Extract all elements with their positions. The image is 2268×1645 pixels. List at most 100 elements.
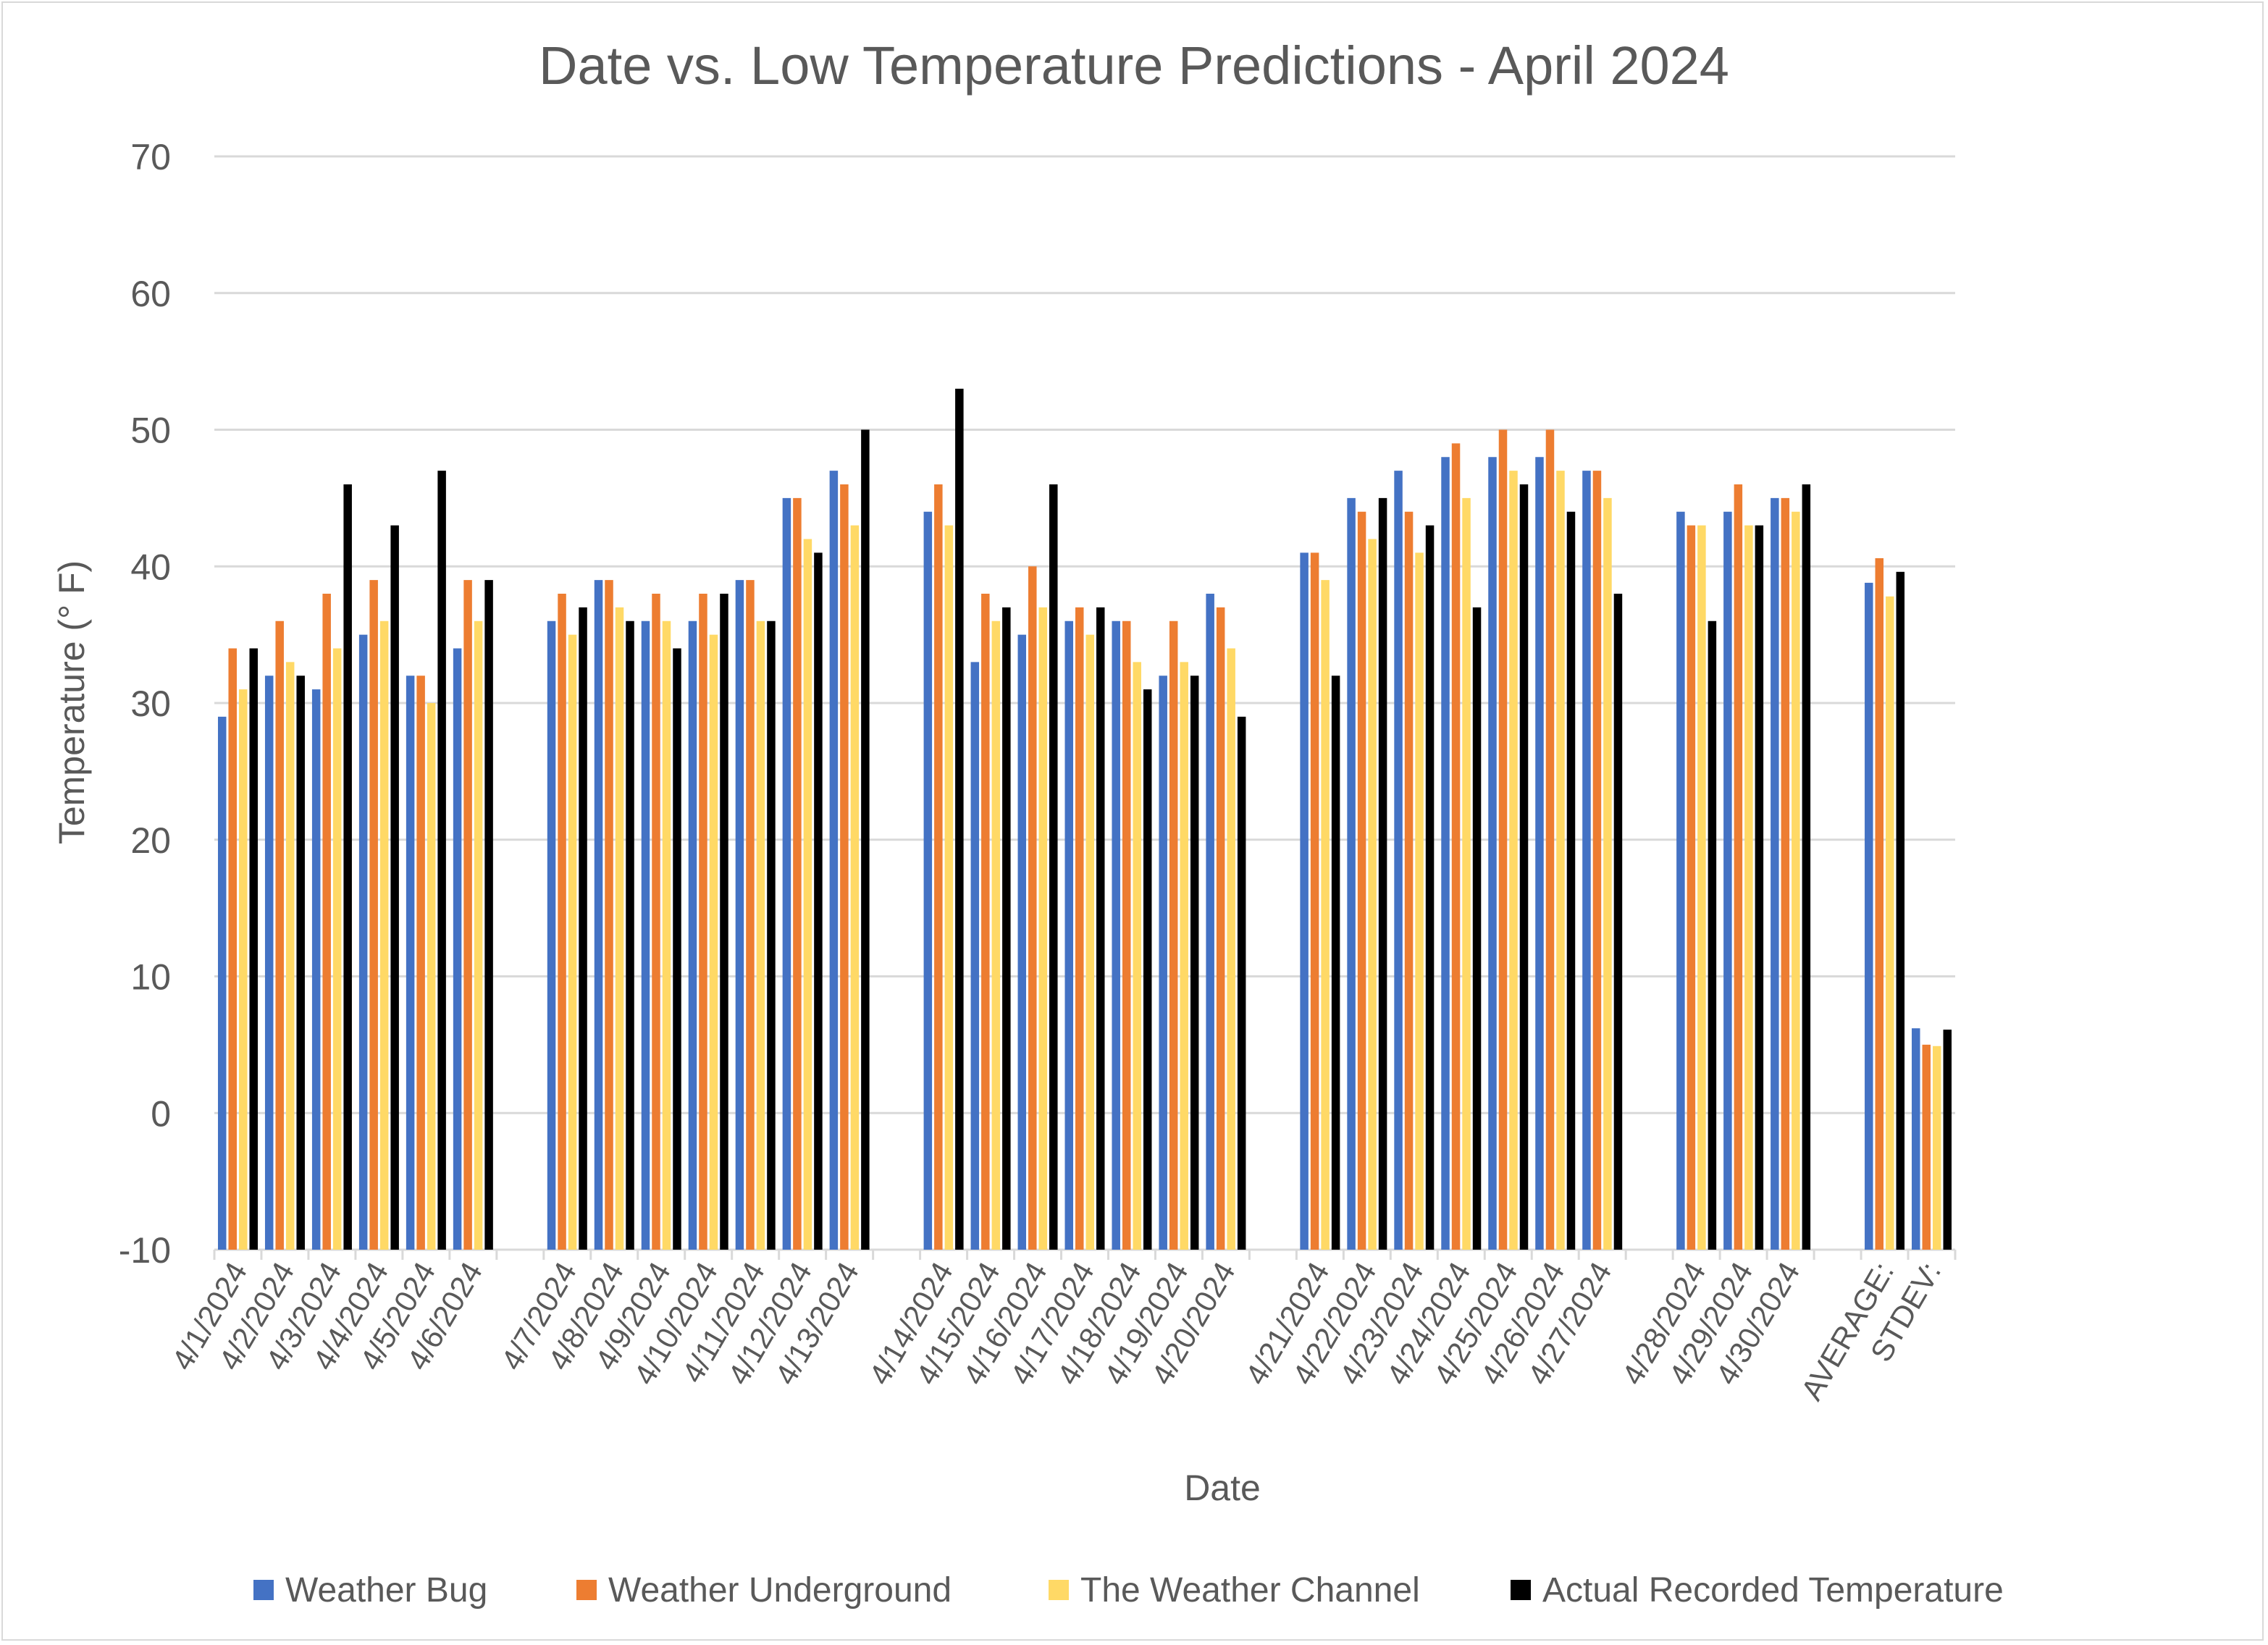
bar [1190, 676, 1199, 1250]
bar [652, 594, 660, 1250]
bar [1556, 471, 1565, 1250]
bar [1697, 525, 1706, 1250]
y-tick-label: 70 [130, 137, 171, 177]
bar [1075, 607, 1084, 1250]
bar [1441, 457, 1450, 1250]
bar [699, 594, 707, 1250]
bar [1912, 1028, 1920, 1250]
legend-label: Weather Bug [285, 1571, 487, 1610]
bar [1300, 552, 1309, 1250]
bar [1922, 1044, 1931, 1250]
bar [1028, 566, 1037, 1250]
bar [923, 511, 933, 1250]
bar [1802, 484, 1811, 1250]
bar [1237, 716, 1246, 1250]
legend-swatch [1511, 1580, 1531, 1600]
bar [626, 620, 634, 1250]
bar [829, 471, 839, 1250]
bar [369, 580, 378, 1250]
bar [1180, 662, 1188, 1250]
bar [944, 525, 954, 1250]
bar [1755, 525, 1764, 1250]
bar [1064, 620, 1073, 1250]
bar [1096, 607, 1105, 1250]
y-tick-label: 10 [130, 957, 171, 998]
legend-label: The Weather Channel [1080, 1571, 1420, 1610]
bar [662, 620, 671, 1250]
bar [1310, 552, 1319, 1250]
y-tick-label: 40 [130, 547, 171, 587]
bar [1488, 457, 1497, 1250]
bar [756, 620, 765, 1250]
bar [474, 620, 483, 1250]
bar [1394, 471, 1403, 1250]
bar [709, 634, 718, 1250]
bar [1002, 607, 1011, 1250]
bar [981, 594, 990, 1250]
bar [311, 689, 321, 1250]
y-tick-label: 20 [130, 820, 171, 861]
bar [1227, 648, 1235, 1250]
bar [861, 429, 870, 1250]
bar [970, 662, 980, 1250]
bar [1133, 662, 1141, 1250]
bar [1865, 582, 1873, 1250]
bar [1792, 511, 1800, 1250]
bar [1582, 471, 1591, 1250]
bar [1744, 525, 1753, 1250]
bar [1378, 497, 1387, 1250]
bar [1049, 484, 1058, 1250]
bar [358, 634, 368, 1250]
bar [285, 662, 295, 1250]
bar [1017, 634, 1027, 1250]
bar [615, 607, 624, 1250]
y-axis-label: Temperature (° F) [51, 560, 92, 844]
bar [1566, 511, 1576, 1250]
bar [1112, 620, 1120, 1250]
bar [1216, 607, 1225, 1250]
bar [379, 620, 389, 1250]
bar [275, 620, 284, 1250]
bar [1415, 552, 1424, 1250]
bar [1519, 484, 1529, 1250]
bar [1613, 594, 1623, 1250]
bar [735, 580, 744, 1250]
x-axis-label: Date [1184, 1468, 1261, 1508]
bar [1404, 511, 1414, 1250]
legend-swatch [576, 1580, 597, 1600]
bar [249, 648, 258, 1250]
bar [1159, 676, 1167, 1250]
bar [1896, 571, 1905, 1250]
bar [1498, 429, 1508, 1250]
bar [1943, 1030, 1952, 1250]
bar [991, 620, 1001, 1250]
bar [264, 676, 274, 1250]
bar [416, 676, 425, 1250]
bar [1933, 1046, 1941, 1250]
bar [1143, 689, 1152, 1250]
legend-label: Actual Recorded Temperature [1542, 1571, 2004, 1610]
bar [547, 620, 556, 1250]
bar [746, 580, 755, 1250]
bar [427, 703, 436, 1250]
bar [1368, 539, 1377, 1250]
bar [217, 716, 227, 1250]
bar [1038, 607, 1048, 1250]
bar [1331, 676, 1340, 1250]
bar [1886, 596, 1894, 1250]
bar [1592, 471, 1602, 1250]
chart-title: Date vs. Low Temperature Predictions - A… [539, 35, 1729, 96]
legend-swatch [1049, 1580, 1069, 1600]
bar [484, 580, 493, 1250]
bar [228, 648, 237, 1250]
bar [1169, 620, 1178, 1250]
bar [1708, 620, 1717, 1250]
y-tick-label: 30 [130, 683, 171, 724]
bar [390, 525, 399, 1250]
bar [850, 525, 860, 1250]
y-tick-label: 50 [130, 411, 171, 451]
bar [1321, 580, 1330, 1250]
bar [934, 484, 943, 1250]
bar [1472, 607, 1482, 1250]
